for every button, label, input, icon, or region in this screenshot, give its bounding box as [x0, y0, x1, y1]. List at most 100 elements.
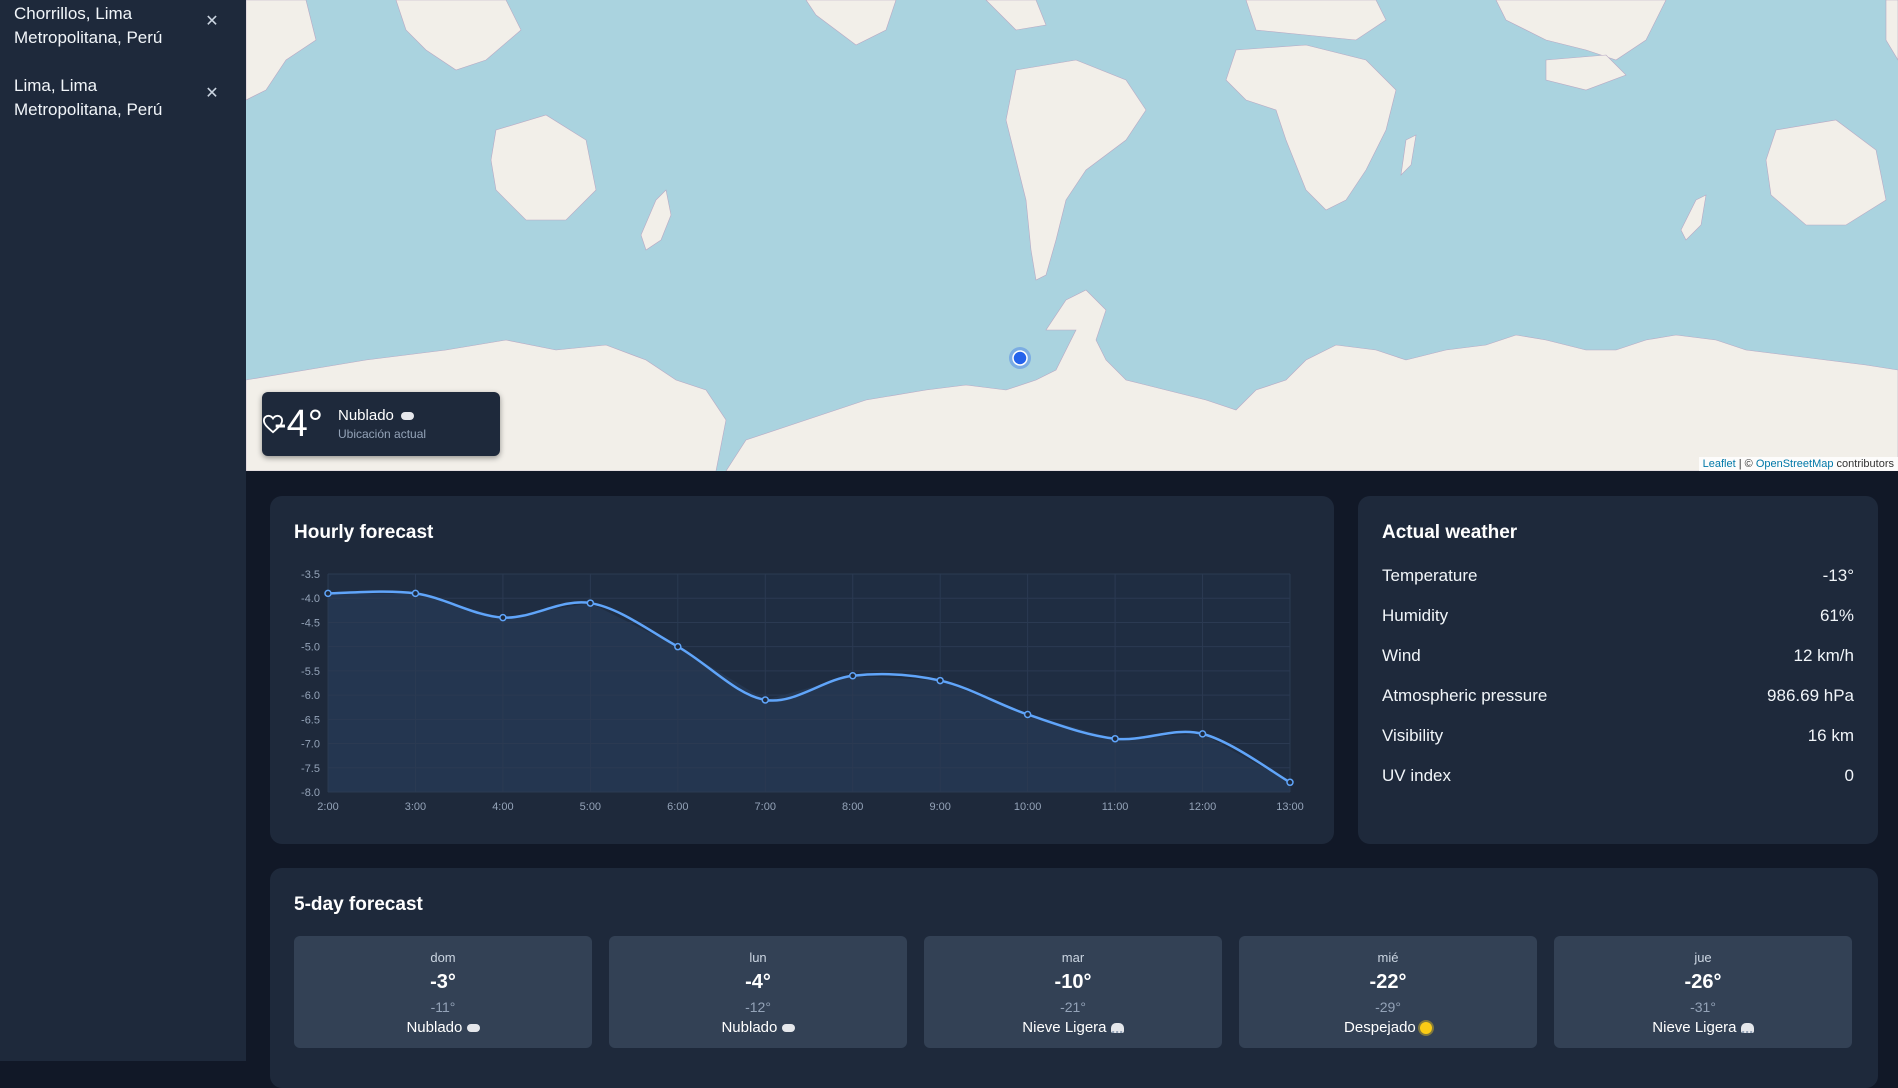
forecast-condition-label: Nublado	[406, 1019, 463, 1036]
chart-data-point	[586, 599, 595, 607]
osm-link[interactable]: OpenStreetMap	[1755, 458, 1834, 470]
forecast-condition-label: Nieve Ligera	[1652, 1019, 1737, 1036]
location-name-line2: Metropolitana, Perú	[14, 100, 163, 119]
weather-row-pressure: Atmospheric pressure 986.69 hPa	[1382, 686, 1854, 706]
chart-y-tick-label: -4.5	[301, 617, 320, 629]
hourly-forecast-title: Hourly forecast	[294, 522, 434, 543]
forecast-condition: Nieve Ligera	[1554, 1019, 1852, 1036]
weather-row-label: Temperature	[1382, 566, 1478, 585]
forecast-min-temp: -21°	[1060, 999, 1086, 1015]
forecast-min-temp: -11°	[430, 999, 456, 1015]
forecast-day-card: lun -4° -12° Nublado	[609, 936, 907, 1048]
weather-row-value: 0	[1844, 766, 1854, 785]
leaflet-link[interactable]: Leaflet	[1702, 458, 1736, 470]
attribution-separator: | ©	[1735, 458, 1756, 470]
world-map[interactable]: -4° Nublado Ubicación actual Leaflet | ©…	[246, 0, 1898, 471]
chart-y-tick-label: -8.0	[301, 787, 320, 799]
weather-row-value: 986.69 hPa	[1767, 686, 1854, 705]
map-attribution: Leaflet | © OpenStreetMap contributors	[1698, 457, 1898, 471]
chart-x-tick-label: 7:00	[755, 801, 776, 813]
close-icon[interactable]: ✕	[205, 13, 219, 30]
weather-row-humidity: Humidity 61%	[1382, 606, 1854, 626]
chart-y-tick-label: -7.0	[301, 739, 320, 751]
current-weather-card: -4° Nublado Ubicación actual	[262, 392, 500, 456]
forecast-condition: Nieve Ligera	[924, 1019, 1222, 1036]
chart-data-point	[848, 671, 857, 680]
forecast-day-name: mar	[1061, 950, 1085, 965]
heart-icon[interactable]	[262, 414, 284, 434]
current-condition-label: Nublado	[338, 407, 394, 424]
forecast-condition: Nublado	[609, 1019, 907, 1036]
attribution-tail: contributors	[1833, 458, 1894, 470]
chart-x-tick-label: 5:00	[580, 801, 601, 813]
forecast-day-card: mié -22° -29° Despejado	[1239, 936, 1537, 1048]
saved-location-item[interactable]: Chorrillos, Lima Metropolitana, Perú ✕	[0, 0, 246, 72]
chart-y-tick-label: -3.5	[301, 569, 320, 581]
chart-data-point	[1023, 710, 1032, 719]
weather-row-value: 61%	[1819, 606, 1854, 625]
sidebar: Chorrillos, Lima Metropolitana, Perú ✕ L…	[0, 0, 246, 1061]
forecast-max-temp: -22°	[1369, 971, 1407, 993]
chart-data-point	[499, 613, 507, 622]
five-day-forecast-panel: 5-day forecast dom -3° -11° Nublado lun …	[270, 868, 1878, 1088]
hourly-forecast-panel: Hourly forecast -3.5 -4.0 -4.5 -5.0 -5.5 -6.0…	[270, 496, 1334, 844]
forecast-min-temp: -29°	[1375, 999, 1401, 1015]
chart-y-tick-label: -6.0	[301, 690, 320, 702]
forecast-day-name: jue	[1694, 950, 1712, 965]
forecast-day-name: lun	[749, 950, 767, 965]
hourly-chart: -3.5 -4.0 -4.5 -5.0 -5.5 -6.0 -6.5 -7.0 -7.5 -8.0…	[301, 569, 1304, 813]
weather-row-uv-index: UV index 0	[1382, 766, 1854, 786]
saved-location-item[interactable]: Lima, Lima Metropolitana, Perú ✕	[0, 72, 246, 144]
chart-x-tick-label: 2:00	[317, 801, 338, 813]
chart-data-point	[1111, 734, 1119, 743]
forecast-condition: Despejado	[1239, 1019, 1537, 1036]
chart-x-tick-label: 8:00	[842, 801, 863, 813]
chart-x-tick-label: 3:00	[405, 801, 426, 813]
cloud-icon	[781, 1024, 795, 1033]
forecast-day-name: dom	[430, 950, 456, 965]
chart-y-tick-label: -5.5	[301, 666, 320, 678]
forecast-max-temp: -10°	[1054, 971, 1092, 993]
chart-area-fill	[328, 593, 1290, 792]
forecast-condition-label: Despejado	[1344, 1019, 1416, 1036]
chart-plot-area	[328, 574, 1290, 792]
chart-x-tick-label: 13:00	[1276, 801, 1304, 813]
weather-row-temperature: Temperature -13°	[1382, 566, 1854, 586]
weather-row-label: Humidity	[1382, 606, 1449, 625]
close-icon[interactable]: ✕	[205, 85, 219, 102]
forecast-condition-label: Nublado	[721, 1019, 778, 1036]
snow-cloud-icon	[1740, 1023, 1754, 1034]
current-subtitle: Ubicación actual	[338, 427, 427, 441]
five-day-forecast-title: 5-day forecast	[294, 894, 423, 915]
chart-x-tick-label: 10:00	[1014, 801, 1042, 813]
location-marker[interactable]	[1009, 347, 1031, 369]
forecast-max-temp: -3°	[430, 971, 456, 993]
weather-row-visibility: Visibility 16 km	[1382, 726, 1854, 746]
chart-x-tick-label: 6:00	[667, 801, 688, 813]
location-name-line1: Chorrillos, Lima	[14, 4, 133, 23]
forecast-max-temp: -26°	[1684, 971, 1722, 993]
chart-data-point	[761, 696, 770, 704]
chart-x-tick-label: 12:00	[1189, 801, 1217, 813]
chart-y-tick-label: -7.5	[301, 763, 320, 775]
weather-row-label: Wind	[1382, 646, 1421, 665]
forecast-day-card: jue -26° -31° Nieve Ligera	[1554, 936, 1852, 1048]
location-name-line2: Metropolitana, Perú	[14, 28, 163, 47]
weather-row-value: 16 km	[1807, 726, 1854, 745]
forecast-condition: Nublado	[294, 1019, 592, 1036]
chart-x-tick-label: 11:00	[1102, 801, 1129, 813]
cloud-icon	[466, 1024, 480, 1033]
chart-y-tick-label: -4.0	[301, 593, 320, 605]
sun-icon	[1419, 1022, 1432, 1035]
chart-x-tick-label: 4:00	[492, 801, 513, 813]
chart-data-point	[674, 642, 682, 651]
chart-y-tick-label: -5.0	[301, 642, 320, 654]
weather-row-value: 12 km/h	[1793, 646, 1854, 665]
snow-cloud-icon	[1110, 1023, 1124, 1034]
weather-row-label: Atmospheric pressure	[1382, 686, 1548, 705]
chart-data-point	[1286, 778, 1294, 787]
current-condition: Nublado	[338, 407, 415, 424]
location-name-line1: Lima, Lima	[14, 76, 98, 95]
forecast-max-temp: -4°	[745, 971, 771, 993]
current-temp: -4°	[274, 403, 323, 445]
